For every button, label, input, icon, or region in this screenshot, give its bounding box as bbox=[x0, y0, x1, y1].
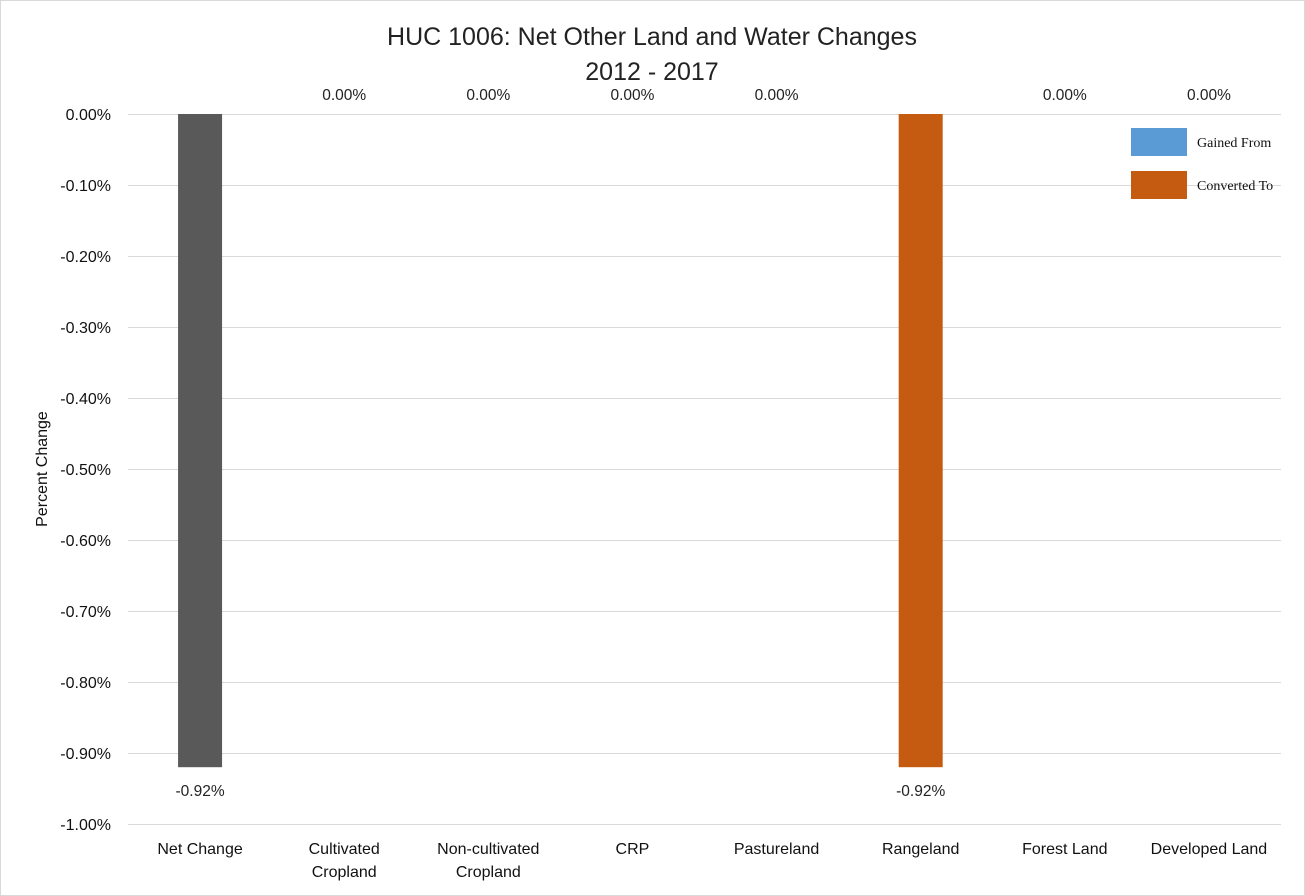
category-label-line: CRP bbox=[616, 841, 650, 858]
category-label: Cultivated Cropland bbox=[309, 841, 380, 881]
category-label-line: Rangeland bbox=[882, 841, 959, 858]
y-tick-label: -0.10% bbox=[60, 178, 111, 195]
data-label: 0.00% bbox=[755, 87, 799, 104]
y-axis-label: Percent Change bbox=[34, 411, 51, 527]
category-label-line: Cropland bbox=[312, 864, 377, 881]
y-tick-label: -0.20% bbox=[60, 249, 111, 266]
y-tick-label: -0.80% bbox=[60, 675, 111, 692]
category-label: Forest Land bbox=[1022, 841, 1107, 858]
legend-swatch bbox=[1131, 128, 1187, 156]
category-label: Non-cultivated Cropland bbox=[437, 841, 539, 881]
data-labels: -0.92% 0.00% 0.00% 0.00% 0.00% -0.92% 0.00% 0.0… bbox=[176, 87, 1232, 800]
bar bbox=[178, 114, 223, 768]
legend-swatch bbox=[1131, 171, 1187, 199]
bar bbox=[898, 114, 943, 768]
gridlines bbox=[128, 114, 1281, 825]
category-label-line: Forest Land bbox=[1022, 841, 1107, 858]
category-label-line: Non-cultivated bbox=[437, 841, 539, 858]
category-label-line: Developed Land bbox=[1151, 841, 1268, 858]
chart-title: HUC 1006: Net Other Land and Water Chang… bbox=[387, 23, 917, 51]
data-label: 0.00% bbox=[466, 87, 510, 104]
category-label: CRP bbox=[616, 841, 650, 858]
legend-label: Converted To bbox=[1197, 179, 1273, 194]
data-label: 0.00% bbox=[322, 87, 366, 104]
data-label: 0.00% bbox=[1187, 87, 1231, 104]
chart-subtitle: 2012 - 2017 bbox=[585, 58, 718, 86]
bars bbox=[178, 114, 943, 768]
data-label: 0.00% bbox=[1043, 87, 1087, 104]
y-tick-label: -0.60% bbox=[60, 533, 111, 550]
data-label: -0.92% bbox=[176, 783, 225, 800]
legend: Gained From Converted To bbox=[1131, 128, 1273, 199]
y-tick-label: -0.50% bbox=[60, 462, 111, 479]
data-label: -0.92% bbox=[896, 783, 945, 800]
category-label-line: Cropland bbox=[456, 864, 521, 881]
y-axis-ticks: 0.00% -0.10% -0.20% -0.30% -0.40% -0.50% -0.60… bbox=[60, 107, 111, 834]
legend-label: Gained From bbox=[1197, 136, 1271, 151]
y-tick-label: 0.00% bbox=[66, 107, 111, 124]
y-tick-label: -0.70% bbox=[60, 604, 111, 621]
data-label: 0.00% bbox=[610, 87, 654, 104]
y-tick-label: -0.40% bbox=[60, 391, 111, 408]
category-label-line: Net Change bbox=[157, 841, 242, 858]
category-label-line: Cultivated bbox=[309, 841, 380, 858]
category-labels: Net Change Cultivated CroplandNon-cultivat… bbox=[157, 841, 1267, 881]
y-tick-label: -1.00% bbox=[60, 817, 111, 834]
category-label: Net Change bbox=[157, 841, 242, 858]
y-tick-label: -0.30% bbox=[60, 320, 111, 337]
category-label: Rangeland bbox=[882, 841, 959, 858]
category-label: Pastureland bbox=[734, 841, 819, 858]
category-label-line: Pastureland bbox=[734, 841, 819, 858]
category-label: Developed Land bbox=[1151, 841, 1268, 858]
y-tick-label: -0.90% bbox=[60, 746, 111, 763]
